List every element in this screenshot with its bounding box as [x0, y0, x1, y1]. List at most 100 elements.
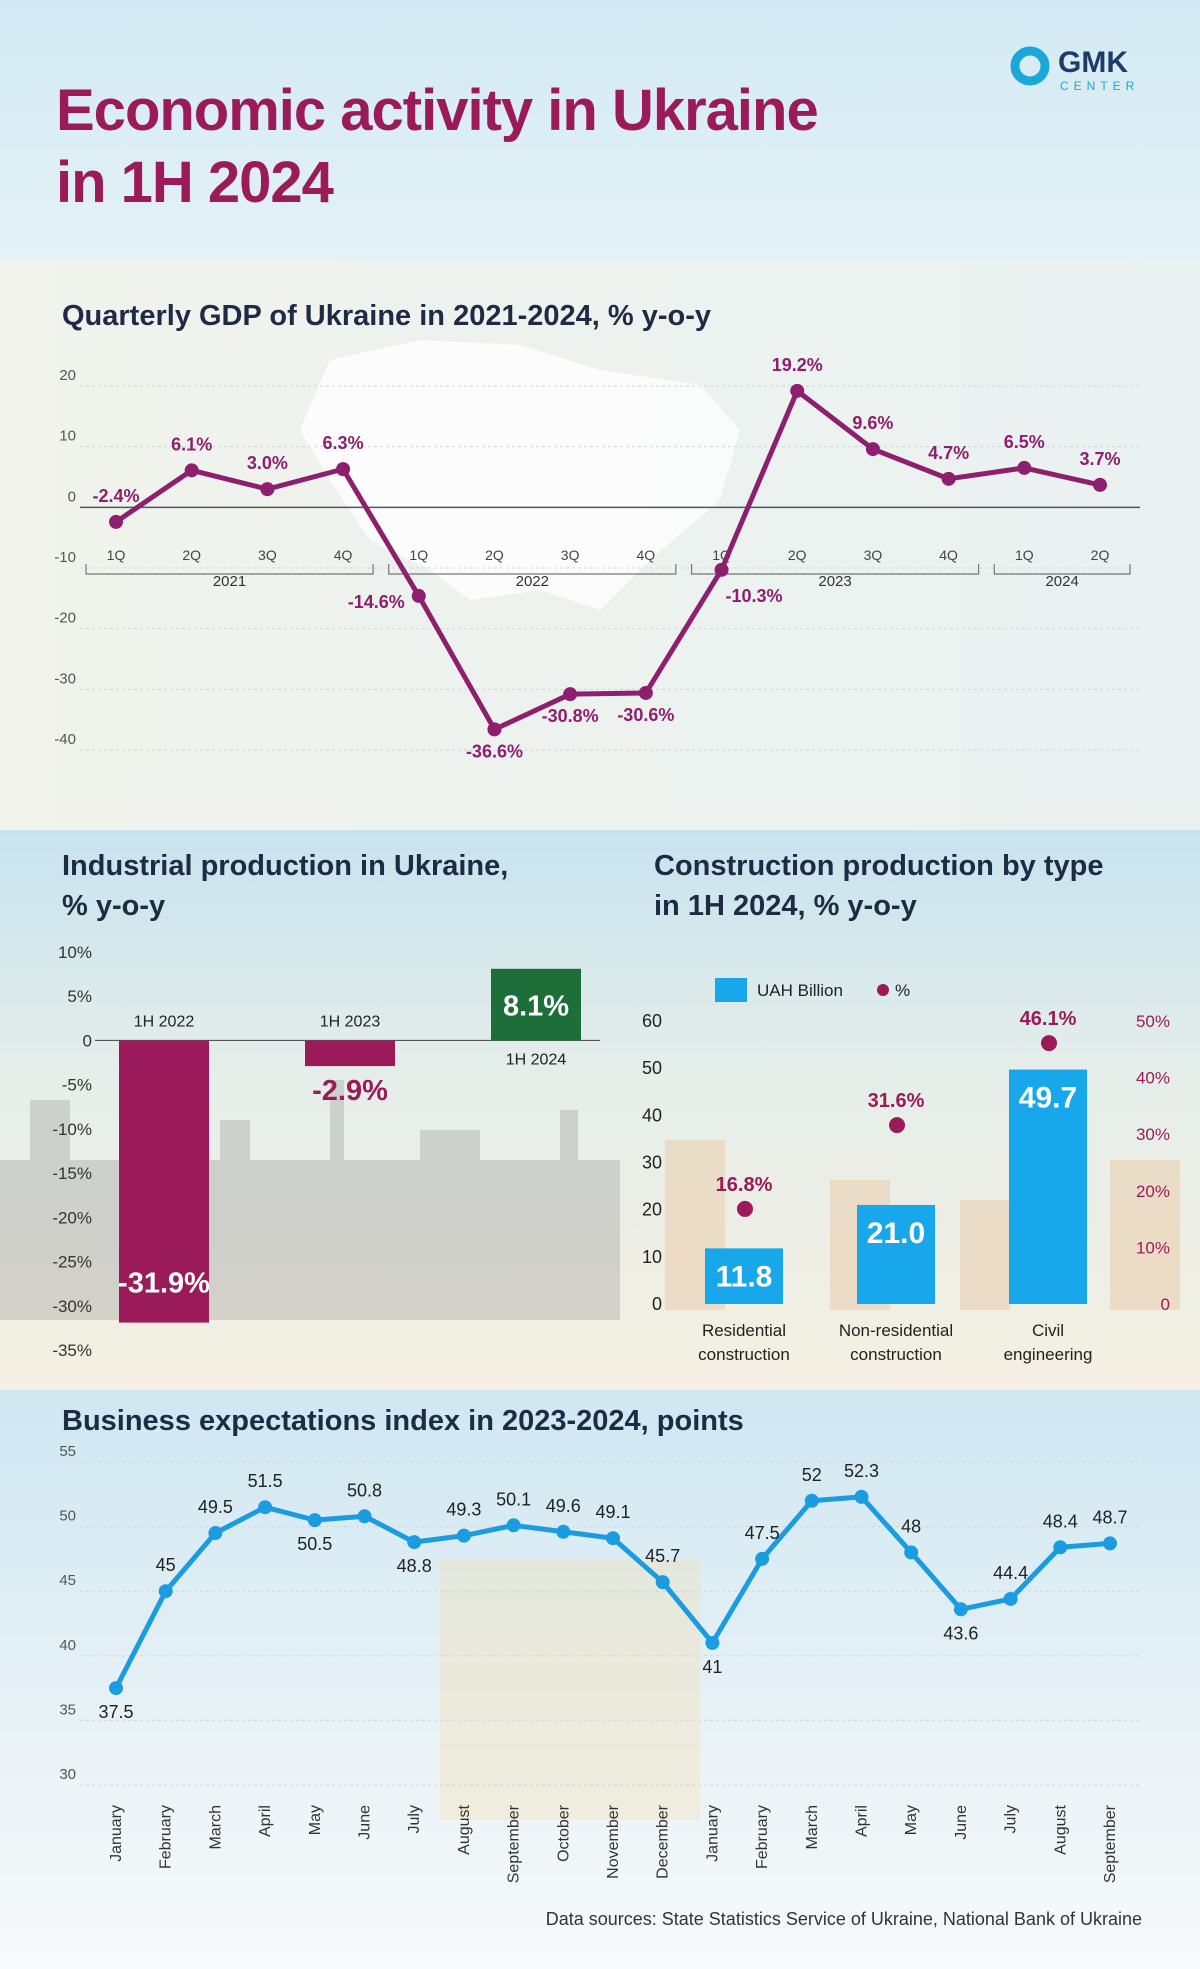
data-point: [487, 722, 502, 737]
x-tick-label: June: [953, 1805, 970, 1840]
data-label: -31.9%: [118, 1268, 210, 1300]
legend-label: UAH Billion: [757, 981, 843, 1000]
y-tick-label: 5%: [67, 987, 92, 1006]
y-tick-label: 0: [652, 1294, 662, 1314]
data-label: -30.8%: [542, 706, 599, 726]
data-point: [563, 687, 578, 702]
data-label: 49.5: [198, 1497, 233, 1517]
y2-tick-label: 10%: [1136, 1238, 1170, 1257]
data-point: [1041, 1035, 1057, 1052]
y-tick-label: 50: [642, 1058, 662, 1078]
data-label: 48: [901, 1516, 921, 1536]
x-tick-label: 3Q: [258, 547, 277, 563]
data-point: [737, 1200, 753, 1217]
group-label: 2021: [213, 573, 246, 590]
data-point: [357, 1509, 372, 1524]
header-bg: [0, 0, 1200, 260]
x-tick-label: January: [704, 1805, 721, 1862]
x-tick-label: 4Q: [939, 547, 958, 563]
data-point: [208, 1526, 223, 1541]
y-tick-label: 10%: [58, 943, 92, 962]
y-tick-label: 20: [59, 367, 76, 384]
x-tick-label: 1H 2022: [134, 1013, 195, 1030]
y-tick-label: 40: [642, 1105, 662, 1125]
x-tick-label: 2Q: [788, 547, 807, 563]
bar: [857, 1204, 935, 1304]
x-tick-label: 3Q: [864, 547, 883, 563]
data-label: 45: [156, 1555, 176, 1575]
y-tick-label: -20: [54, 610, 76, 627]
bar: [705, 1248, 783, 1304]
y-tick-label: -30%: [52, 1297, 92, 1316]
data-label: 49.1: [595, 1502, 630, 1522]
data-point: [158, 1584, 173, 1599]
y-tick-label: 20: [642, 1200, 662, 1220]
data-point: [407, 1535, 422, 1550]
data-point: [804, 1493, 819, 1508]
x-tick-label: September: [506, 1804, 523, 1883]
data-label: 11.8: [716, 1260, 773, 1293]
data-label: 8.1%: [503, 991, 569, 1023]
data-label: 9.6%: [852, 413, 893, 433]
y-tick-label: 50: [59, 1508, 76, 1525]
x-tick-label: 1Q: [409, 547, 428, 563]
y-tick-label: 35: [59, 1701, 76, 1718]
data-label: -14.6%: [348, 592, 405, 612]
data-label: 41: [702, 1657, 722, 1677]
y-tick-label: -40: [54, 731, 76, 748]
data-point: [790, 383, 805, 398]
data-label: 50.1: [496, 1489, 531, 1509]
data-label: 52.3: [844, 1461, 879, 1481]
x-tick-label: 4Q: [637, 547, 656, 563]
data-label: 43.6: [943, 1623, 978, 1643]
group-label: 2024: [1045, 573, 1078, 590]
data-point: [714, 562, 729, 577]
data-point: [1053, 1540, 1068, 1555]
y-tick-label: 0: [68, 488, 76, 505]
bar: [119, 1040, 209, 1323]
chart-title: Industrial production in Ukraine,: [62, 850, 508, 882]
chart-title: in 1H 2024, % y-o-y: [654, 890, 917, 922]
y-tick-label: 60: [642, 1011, 662, 1031]
data-point: [556, 1524, 571, 1539]
y-tick-label: 30: [59, 1766, 76, 1783]
data-point: [854, 1489, 869, 1504]
data-point: [904, 1545, 919, 1560]
y-tick-label: -10: [54, 549, 76, 566]
group-bracket: [690, 564, 980, 575]
data-point: [336, 462, 351, 477]
bar: [1009, 1069, 1087, 1304]
x-tick-label: February: [158, 1805, 175, 1869]
office-decoration: [440, 1560, 700, 1820]
x-tick-label: March: [804, 1805, 821, 1849]
y-tick-label: -5%: [62, 1076, 92, 1095]
group-bracket: [993, 564, 1131, 575]
data-label: 44.4: [993, 1563, 1028, 1583]
y-tick-label: 10: [642, 1247, 662, 1267]
x-tick-label: Civil engineering: [1004, 1321, 1093, 1364]
y-tick-label: 0: [83, 1031, 92, 1050]
x-tick-label: 2Q: [485, 547, 504, 563]
data-point: [865, 442, 880, 457]
data-point: [1093, 477, 1107, 492]
data-label: 4.7%: [928, 443, 969, 463]
legend-label: %: [895, 981, 910, 1000]
x-tick-label: May: [903, 1805, 920, 1835]
data-point: [258, 1500, 273, 1515]
chart-title: Construction production by type: [654, 850, 1104, 882]
source-note: Data sources: State Statistics Service o…: [546, 1909, 1142, 1929]
data-point: [506, 1518, 521, 1533]
x-tick-label: February: [754, 1805, 771, 1869]
x-tick-label: April: [854, 1805, 871, 1837]
data-point: [941, 471, 956, 486]
data-label: 51.5: [248, 1471, 283, 1491]
data-label: 37.5: [98, 1702, 133, 1722]
data-label: -30.6%: [617, 705, 674, 725]
data-label: 31.6%: [868, 1090, 925, 1112]
x-tick-label: 2Q: [182, 547, 201, 563]
data-point: [638, 685, 653, 700]
data-label: 49.7: [1019, 1082, 1077, 1115]
y-tick-label: -30: [54, 670, 76, 687]
data-label: 48.4: [1043, 1511, 1078, 1531]
